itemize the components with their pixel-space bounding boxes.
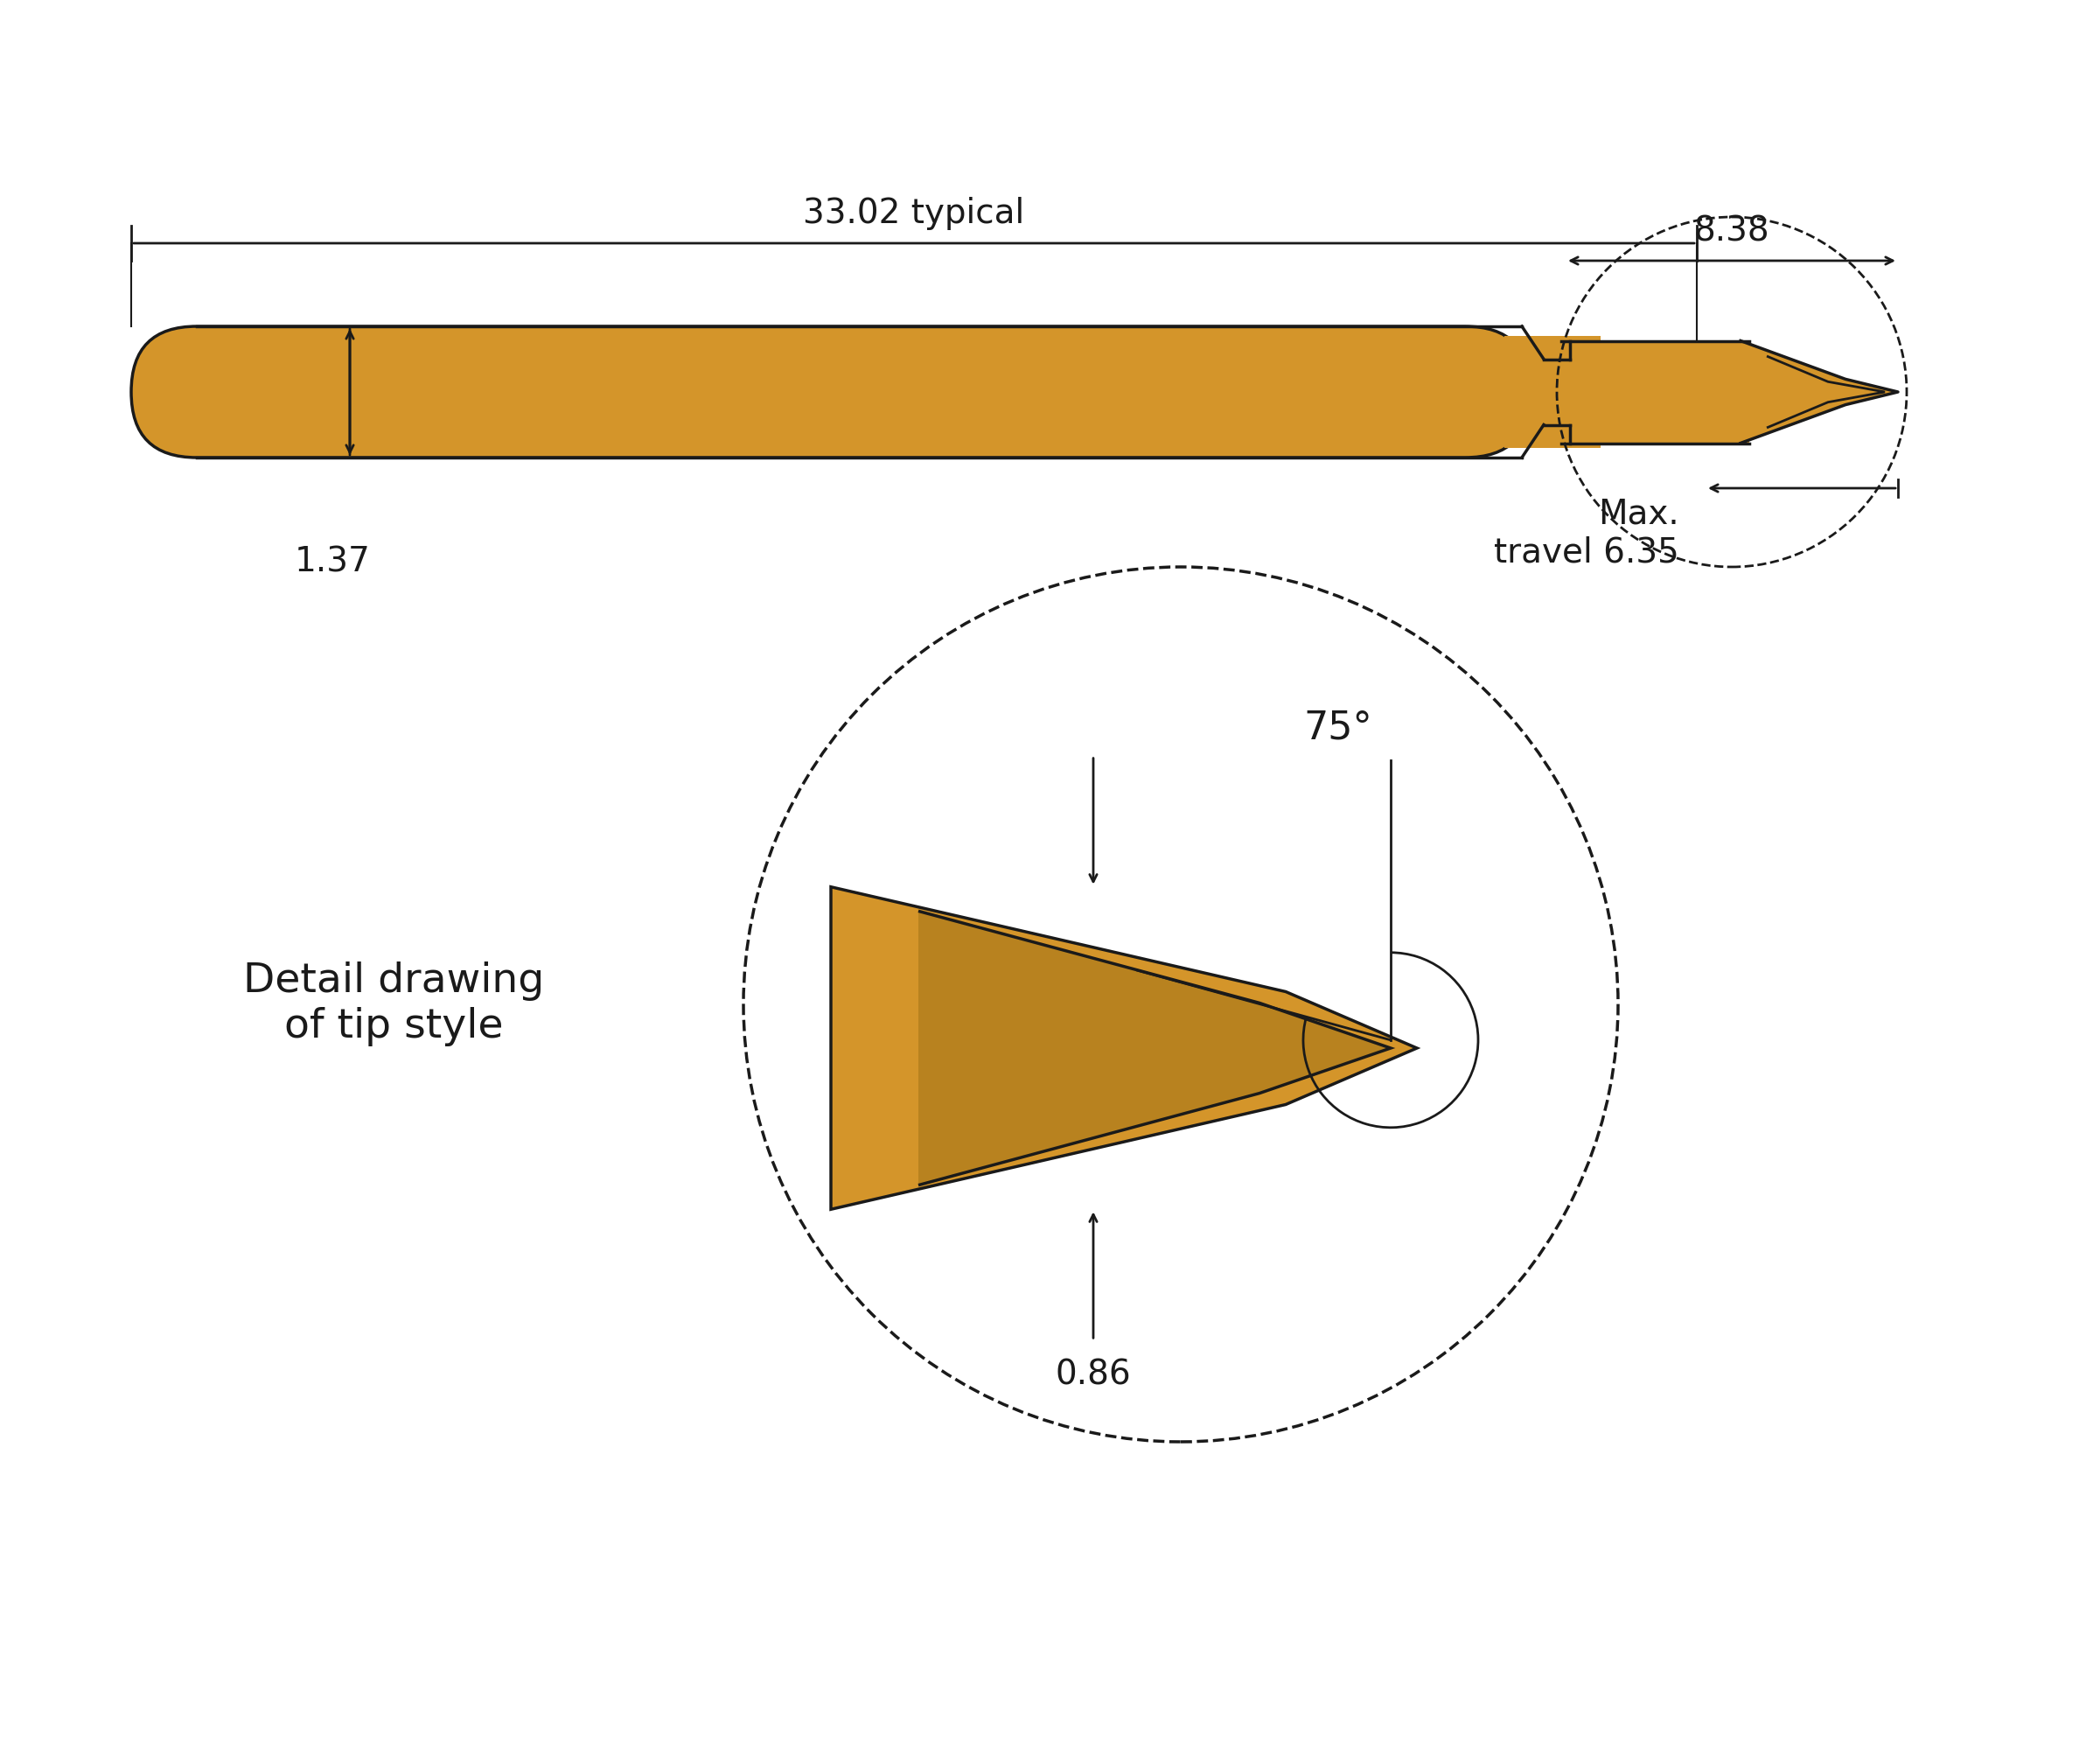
Bar [1522, 358, 1571, 425]
Text: 1.37: 1.37 [294, 545, 370, 579]
Text: 75°: 75° [1304, 710, 1373, 746]
Polygon shape [1741, 341, 1898, 444]
Text: 8.38: 8.38 [1695, 215, 1770, 248]
Text: Max.
travel 6.35: Max. travel 6.35 [1493, 496, 1680, 568]
Polygon shape [918, 911, 1390, 1185]
FancyBboxPatch shape [130, 327, 1531, 458]
Polygon shape [832, 886, 1418, 1210]
Text: 33.02 typical: 33.02 typical [802, 198, 1025, 231]
Text: 0.86: 0.86 [1056, 1358, 1132, 1391]
Bar [1560, 341, 1749, 444]
Bar [1504, 336, 1600, 447]
Text: Detail drawing
of tip style: Detail drawing of tip style [244, 961, 544, 1047]
